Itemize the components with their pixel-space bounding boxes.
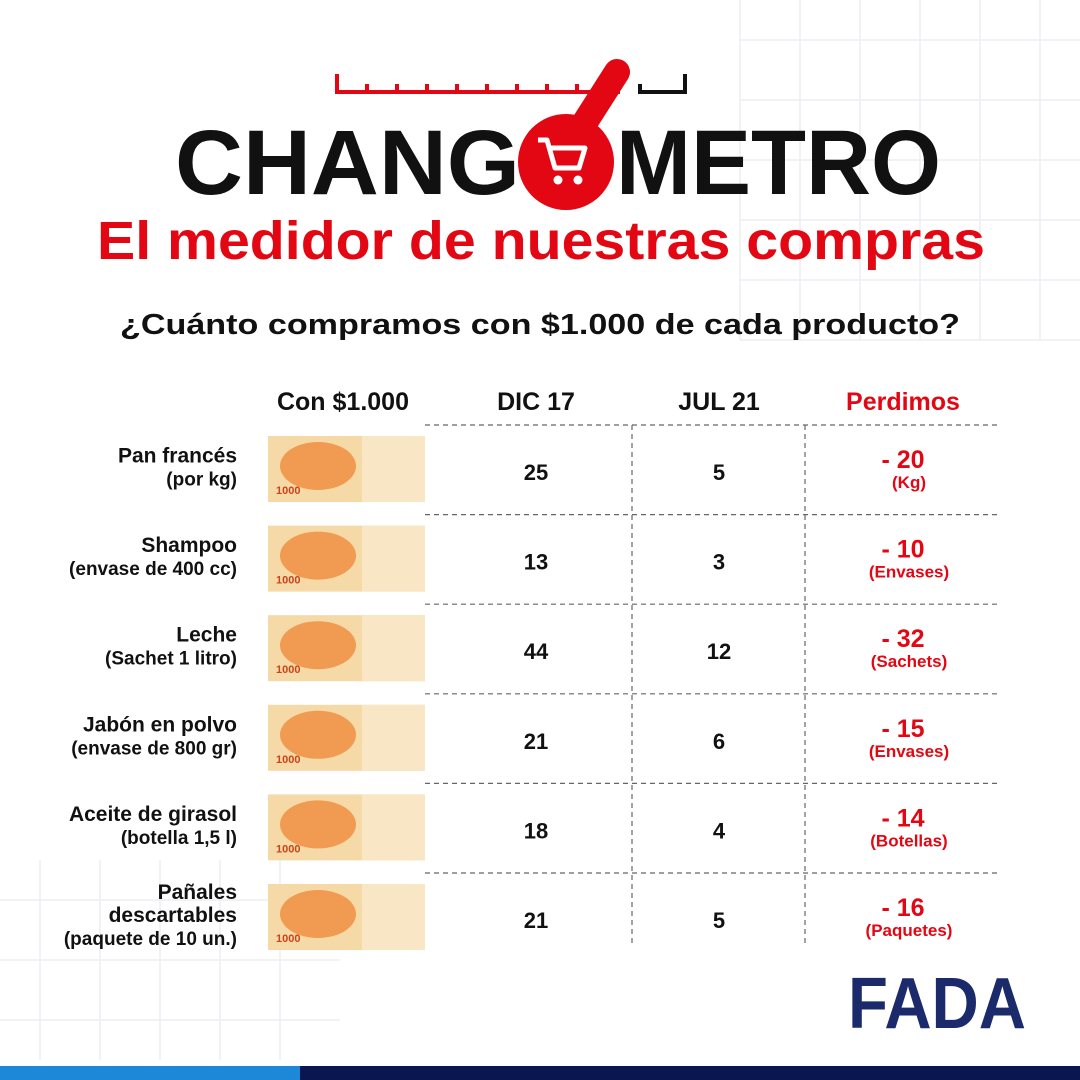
jul21-value: 12 [707, 639, 731, 664]
lost-value: - 10 [881, 536, 924, 564]
banknote-art [280, 710, 356, 759]
banknote-value: 1000 [276, 575, 300, 587]
product-label: (por kg) [166, 470, 237, 491]
column-header: DIC 17 [497, 388, 575, 416]
banknote: 1000 [268, 704, 425, 771]
jul21-value: 4 [713, 818, 726, 843]
lost-unit: (Envases) [869, 563, 949, 582]
banknote-art [280, 621, 356, 670]
lost-unit: (Envases) [869, 742, 949, 761]
table: Con $1.000 DIC 17 JUL 21 Perdimos Pan francé… [64, 388, 998, 950]
banknote-art [280, 442, 356, 490]
meter-icon [518, 59, 630, 210]
product-label: Aceite de girasol [69, 803, 237, 826]
jul21-value: 3 [713, 550, 725, 575]
lost-value: - 20 [881, 446, 924, 474]
product-label: (envase de 800 gr) [71, 738, 237, 759]
banknote-stripe [362, 615, 425, 682]
banknote-art [280, 531, 356, 580]
banknote-stripe [362, 525, 425, 592]
banknote-art [280, 890, 356, 938]
dic17-value: 25 [524, 460, 548, 485]
jul21-value: 5 [713, 460, 725, 485]
banknote: 1000 [268, 615, 425, 682]
banknote-stripe [362, 704, 425, 771]
product-label: Pañales [158, 881, 237, 904]
column-header: JUL 21 [678, 388, 760, 416]
ruler [335, 74, 687, 94]
title-left: CHANG [175, 112, 520, 214]
subtitle: El medidor de nuestras compras [97, 211, 985, 271]
title-right: METRO [616, 112, 941, 214]
lost-unit: (Botellas) [870, 831, 947, 850]
product-label: Shampoo [141, 534, 237, 557]
banknote: 1000 [268, 884, 425, 950]
product-label: (paquete de 10 un.) [64, 929, 237, 950]
banknote: 1000 [268, 525, 425, 592]
dic17-value: 13 [524, 550, 548, 575]
product-label: Jabón en polvo [83, 713, 237, 736]
footer-accent [0, 1066, 300, 1080]
banknote: 1000 [268, 436, 425, 502]
banknote: 1000 [268, 794, 425, 861]
banknote-value: 1000 [276, 485, 300, 497]
banknote-value: 1000 [276, 933, 300, 945]
lost-value: - 32 [881, 625, 924, 653]
product-label: (envase de 400 cc) [69, 559, 237, 580]
question: ¿Cuánto compramos con $1.000 de cada pro… [120, 309, 960, 341]
lost-unit: (Paquetes) [866, 921, 953, 940]
banknote-stripe [362, 794, 425, 861]
banknote-stripe [362, 436, 425, 502]
jul21-value: 5 [713, 908, 725, 933]
banknote-stripe [362, 884, 425, 950]
banknote-value: 1000 [276, 664, 300, 676]
dic17-value: 18 [524, 818, 548, 843]
column-header: Perdimos [846, 388, 960, 416]
column-header: Con $1.000 [277, 388, 409, 416]
banknote-value: 1000 [276, 754, 300, 766]
banknote-value: 1000 [276, 843, 300, 855]
lost-value: - 15 [881, 715, 924, 743]
dic17-value: 21 [524, 729, 548, 754]
dic17-value: 21 [524, 908, 548, 933]
lost-value: - 14 [881, 804, 924, 832]
product-label: (botella 1,5 l) [121, 828, 237, 849]
product-label: Leche [176, 624, 237, 647]
product-label: (Sachet 1 litro) [105, 649, 237, 670]
banknote-art [280, 800, 356, 849]
dic17-value: 44 [524, 639, 549, 664]
jul21-value: 6 [713, 729, 725, 754]
lost-value: - 16 [881, 894, 924, 922]
product-label: Pan francés [118, 445, 237, 468]
lost-unit: (Kg) [892, 473, 926, 492]
logo: FADA [848, 964, 1026, 1044]
lost-unit: (Sachets) [871, 652, 948, 671]
product-label: descartables [109, 904, 237, 927]
